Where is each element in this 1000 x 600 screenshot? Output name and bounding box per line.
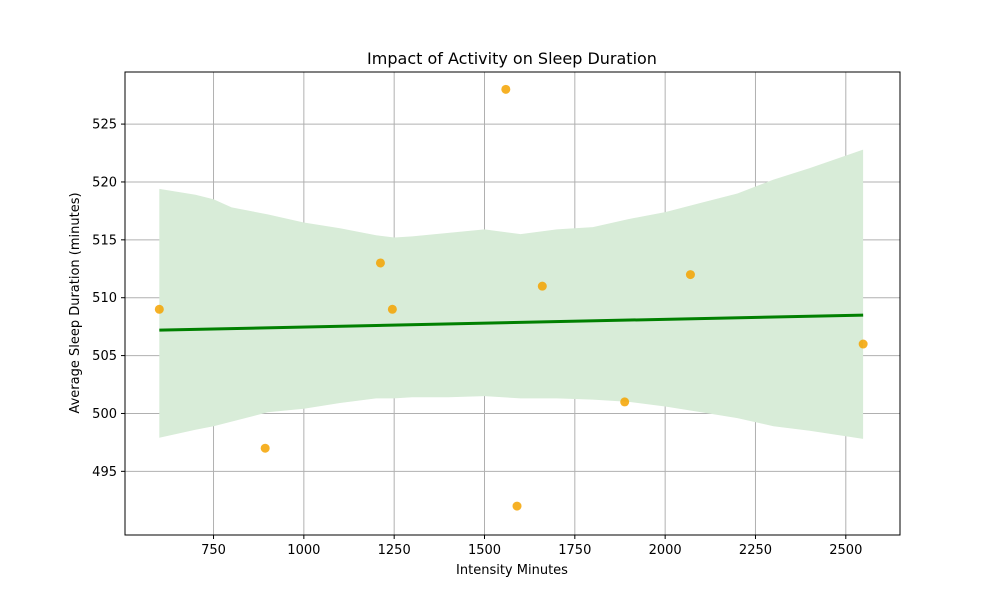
y-tick-label: 500 [92,407,117,422]
x-axis-ticks: 750 1000 1250 1500 1750 2000 2250 2500 [201,535,862,558]
data-point [375,258,385,268]
data-point [260,443,270,453]
x-tick-label: 2250 [739,543,772,558]
x-tick-label: 2000 [649,543,682,558]
x-tick-label: 1750 [558,543,591,558]
x-tick-label: 1000 [287,543,320,558]
data-point [858,339,868,349]
data-points [154,84,868,511]
data-point [512,501,522,511]
data-point [387,304,397,314]
plot-area-frame [124,71,901,536]
data-point [620,397,630,407]
chart-title: Impact of Activity on Sleep Duration [367,49,657,68]
x-tick-label: 750 [201,543,226,558]
confidence-band [159,149,864,439]
y-tick-label: 495 [92,465,117,480]
data-point [537,281,547,291]
y-tick-label: 525 [92,118,117,133]
x-tick-label: 1500 [468,543,501,558]
confidence-band-layer [159,149,864,439]
trend-line [159,313,864,332]
y-tick-label: 515 [92,233,117,248]
data-point [501,84,511,94]
y-tick-label: 505 [92,349,117,364]
y-tick-label: 520 [92,175,117,190]
y-tick-label: 510 [92,291,117,306]
y-axis-ticks: 495 500 505 510 515 520 525 [92,118,125,480]
x-axis-title: Intensity Minutes [456,563,568,578]
data-point [154,304,164,314]
y-axis-title: Average Sleep Duration (minutes) [68,192,83,413]
x-tick-label: 1250 [378,543,411,558]
trend-line-layer [159,313,864,332]
x-tick-label: 2500 [829,543,862,558]
data-point [685,270,695,280]
